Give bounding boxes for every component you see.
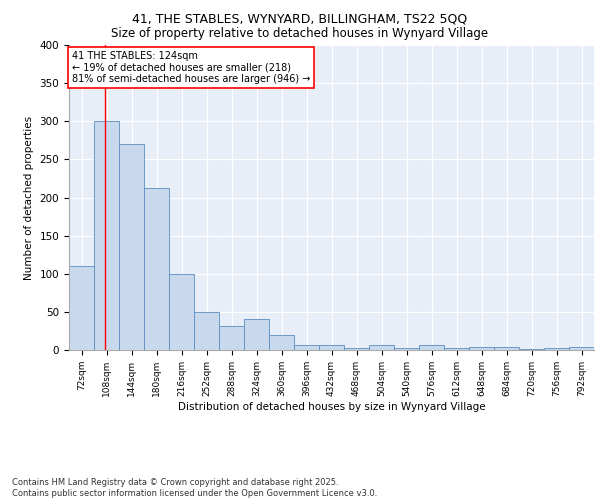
Bar — [219, 326, 244, 350]
Bar — [519, 349, 544, 350]
Bar — [494, 347, 519, 350]
Text: 41 THE STABLES: 124sqm
← 19% of detached houses are smaller (218)
81% of semi-de: 41 THE STABLES: 124sqm ← 19% of detached… — [72, 51, 310, 84]
Bar — [244, 318, 269, 350]
Bar — [419, 346, 444, 350]
Bar — [369, 346, 394, 350]
Bar — [294, 344, 319, 350]
Bar — [144, 188, 169, 350]
Bar — [119, 144, 144, 350]
Bar — [544, 348, 569, 350]
Y-axis label: Number of detached properties: Number of detached properties — [24, 116, 34, 280]
Bar — [94, 122, 119, 350]
Text: Size of property relative to detached houses in Wynyard Village: Size of property relative to detached ho… — [112, 28, 488, 40]
Bar — [344, 348, 369, 350]
Bar — [444, 348, 469, 350]
Bar — [194, 312, 219, 350]
Bar — [469, 347, 494, 350]
X-axis label: Distribution of detached houses by size in Wynyard Village: Distribution of detached houses by size … — [178, 402, 485, 411]
Bar — [269, 335, 294, 350]
Bar — [319, 346, 344, 350]
Text: 41, THE STABLES, WYNYARD, BILLINGHAM, TS22 5QQ: 41, THE STABLES, WYNYARD, BILLINGHAM, TS… — [133, 12, 467, 26]
Text: Contains HM Land Registry data © Crown copyright and database right 2025.
Contai: Contains HM Land Registry data © Crown c… — [12, 478, 377, 498]
Bar — [169, 274, 194, 350]
Bar — [569, 347, 594, 350]
Bar — [394, 348, 419, 350]
Bar — [69, 266, 94, 350]
